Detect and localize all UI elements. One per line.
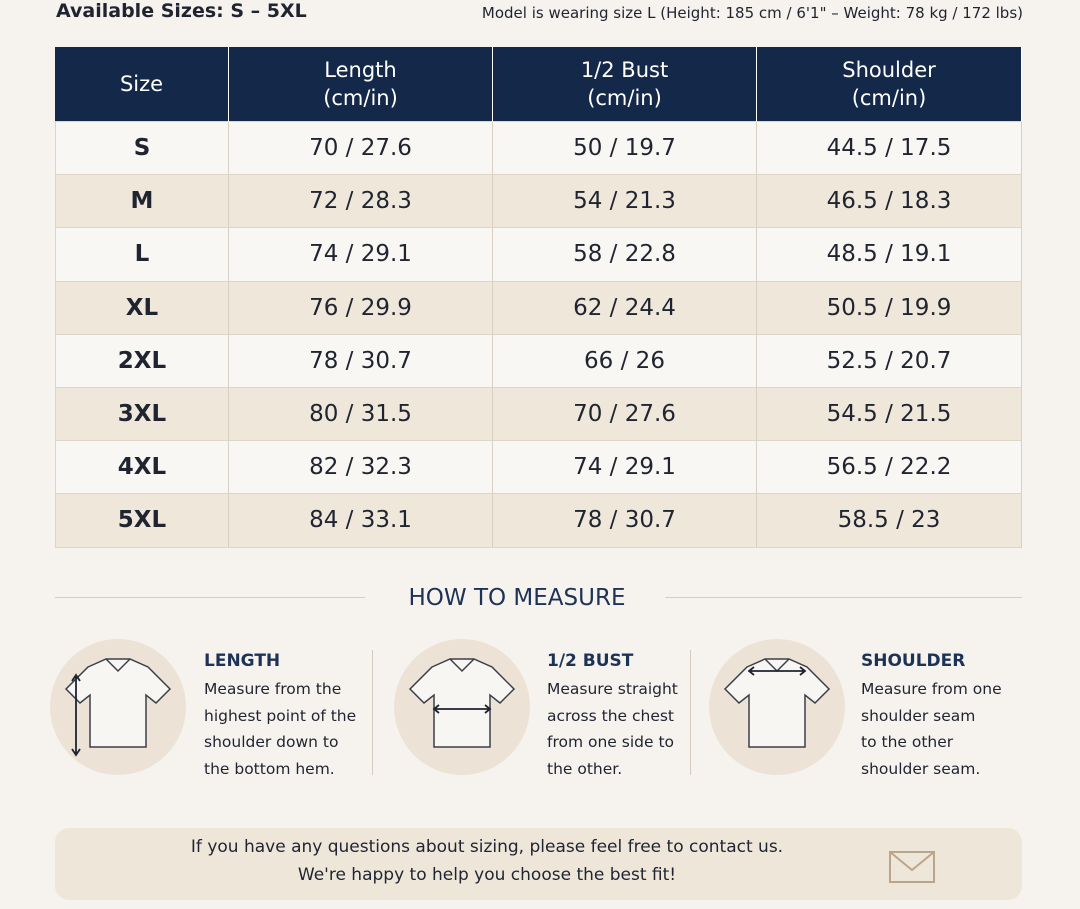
measure-text: Measure from the	[204, 680, 342, 698]
header-cell: Shoulder (cm/in)	[757, 47, 1022, 122]
measure-text: shoulder down to	[204, 733, 339, 751]
table-cell: 78 / 30.7	[229, 334, 493, 388]
measure-title: SHOULDER	[861, 651, 966, 671]
measure-text: highest point of the	[204, 706, 357, 725]
table-cell: 54.5 / 21.5	[757, 388, 1022, 442]
table-cell: 66 / 26	[493, 334, 757, 388]
header-text: 1/2 Bust	[580, 58, 669, 82]
table-cell: 76 / 29.9	[229, 281, 493, 335]
section-title: HOW TO MEASURE	[408, 585, 626, 611]
table-cell: 78 / 30.7	[493, 494, 757, 548]
table-cell: XL	[55, 281, 229, 335]
table-cell: 58.5 / 23	[757, 494, 1022, 548]
shirt-icon	[50, 639, 186, 775]
divider	[55, 597, 365, 598]
table-cell: 74 / 29.1	[229, 228, 493, 282]
measure-text: the bottom hem.	[204, 759, 335, 778]
measure-title: LENGTH	[204, 651, 281, 671]
table-cell: 46.5 / 18.3	[757, 175, 1022, 229]
header-cell: 1/2 Bust (cm/in)	[493, 47, 757, 122]
divider	[665, 597, 1022, 598]
measure-text: across the chest	[547, 706, 675, 725]
measure-text: the other.	[547, 759, 623, 778]
table-cell: 58 / 22.8	[493, 228, 757, 282]
table-cell: 62 / 24.4	[493, 281, 757, 335]
header-text: (cm/in)	[587, 86, 662, 110]
available-sizes: Available Sizes: S – 5XL	[56, 0, 307, 22]
table-cell: 56.5 / 22.2	[757, 441, 1022, 495]
header-cell: Size	[55, 47, 229, 122]
mail-icon	[889, 851, 935, 883]
table-cell: 72 / 28.3	[229, 175, 493, 229]
measure-text: shoulder seam.	[861, 759, 981, 778]
table-cell: 70 / 27.6	[229, 122, 493, 176]
header-text: Length	[324, 58, 397, 82]
footer-text: We're happy to help you choose the best …	[297, 865, 677, 885]
shirt-icon	[394, 639, 530, 775]
measure-text: shoulder seam	[861, 706, 976, 725]
table-cell: 50 / 19.7	[493, 122, 757, 176]
measure-title: 1/2 BUST	[547, 651, 634, 671]
table-cell: S	[55, 122, 229, 176]
divider	[372, 650, 373, 775]
header-text: Size	[119, 72, 164, 96]
table-cell: 70 / 27.6	[493, 388, 757, 442]
measure-text: to the other	[861, 733, 954, 751]
measure-text: Measure straight	[547, 680, 678, 698]
table-cell: 82 / 32.3	[229, 441, 493, 495]
model-info: Model is wearing size L (Height: 185 cm …	[481, 4, 1023, 22]
table-cell: 4XL	[55, 441, 229, 495]
table-cell: 84 / 33.1	[229, 494, 493, 548]
table-cell: 50.5 / 19.9	[757, 281, 1022, 335]
header-text: (cm/in)	[851, 86, 927, 110]
table-cell: 3XL	[55, 388, 229, 442]
table-cell: 44.5 / 17.5	[757, 122, 1022, 176]
table-cell: L	[55, 228, 229, 282]
table-cell: 52.5 / 20.7	[757, 334, 1022, 388]
footer-text: If you have any questions about sizing, …	[190, 837, 784, 857]
measure-text: from one side to	[547, 733, 675, 751]
header-text: Shoulder	[842, 58, 936, 82]
table-cell: 74 / 29.1	[493, 441, 757, 495]
table-cell: 5XL	[55, 494, 229, 548]
table-cell: 2XL	[55, 334, 229, 388]
table-cell: 80 / 31.5	[229, 388, 493, 442]
table-cell: 48.5 / 19.1	[757, 228, 1022, 282]
divider	[690, 650, 691, 775]
table-cell: 54 / 21.3	[493, 175, 757, 229]
header-cell: Length (cm/in)	[229, 47, 493, 122]
header-text: (cm/in)	[323, 86, 398, 110]
shirt-icon	[709, 639, 845, 775]
measure-text: Measure from one	[861, 680, 1002, 698]
footer-box	[55, 828, 1022, 900]
table-cell: M	[55, 175, 229, 229]
